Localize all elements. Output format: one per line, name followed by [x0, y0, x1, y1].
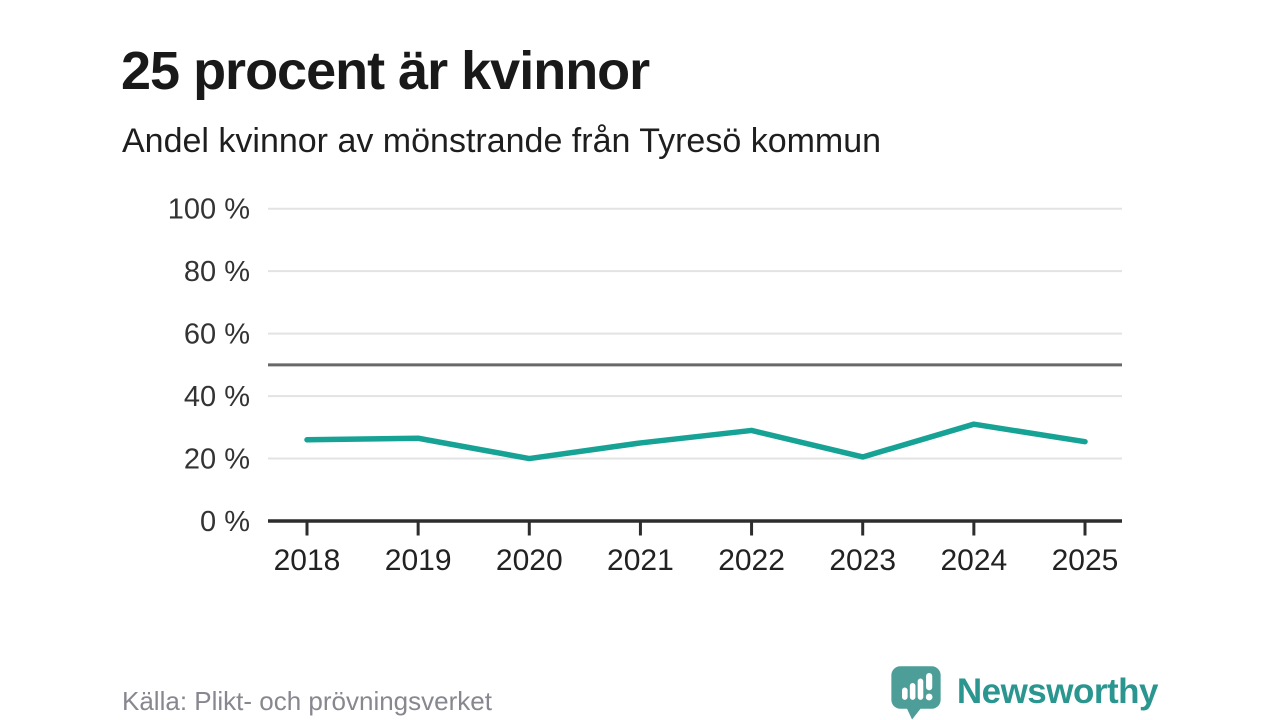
x-axis-tick-label: 2021: [607, 544, 674, 577]
chart-title: 25 procent är kvinnor: [121, 41, 650, 102]
brand-lockup: Newsworthy: [889, 664, 1159, 720]
y-axis-tick-label: 60 %: [184, 319, 250, 351]
y-axis-tick-label: 100 %: [168, 194, 250, 226]
x-axis-tick-label: 2024: [940, 544, 1007, 577]
y-axis-tick-label: 80 %: [184, 256, 250, 288]
x-axis-tick-label: 2023: [829, 544, 896, 577]
data-line-andel-kvinnor: [304, 421, 1088, 462]
chart-subtitle: Andel kvinnor av mönstrande från Tyresö …: [122, 122, 882, 160]
x-axis-tick-label: 2025: [1052, 544, 1119, 577]
newsworthy-logo-icon: [891, 666, 941, 720]
y-axis-tick-label: 20 %: [184, 444, 250, 476]
brand-name: Newsworthy: [956, 672, 1159, 711]
y-axis-tick-label: 40 %: [184, 381, 250, 413]
x-axis-tick-label: 2018: [274, 544, 341, 577]
source-note: Källa: Plikt- och prövningsverket: [122, 686, 492, 716]
x-axis-tick-label: 2019: [385, 544, 452, 577]
x-axis-tick-label: 2022: [718, 544, 785, 577]
x-axis-tick-label: 2020: [496, 544, 563, 577]
y-axis-tick-label: 0 %: [200, 506, 250, 538]
